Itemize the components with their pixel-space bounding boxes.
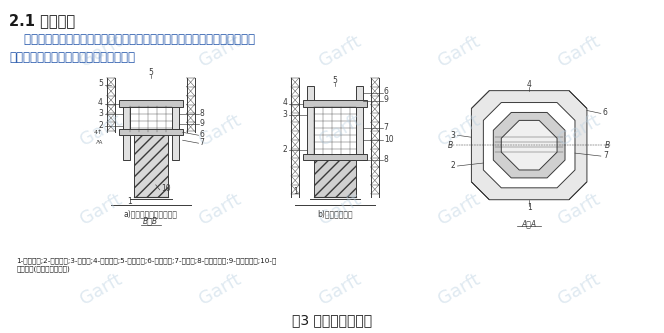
Text: Garft: Garft [197,111,244,150]
Text: Garft: Garft [436,111,483,150]
Text: Garft: Garft [316,111,364,150]
Text: 7: 7 [200,138,205,147]
Text: 9: 9 [200,119,205,128]
Text: Garft: Garft [555,32,603,70]
Text: 4: 4 [98,98,103,107]
Polygon shape [471,91,587,200]
Text: 1-已浇索塔;2-模板构架;3-外模板;4-上作平台;5-劲性骨架;6-内控平台;7-内模板;8-第三节模板;9-第二节模板;10-第: 1-已浇索塔;2-模板构架;3-外模板;4-上作平台;5-劲性骨架;6-内控平台… [17,257,277,264]
Polygon shape [501,121,557,170]
Text: b)翻板交替提升: b)翻板交替提升 [317,210,353,219]
Bar [119,100,183,108]
Text: 7: 7 [603,151,608,160]
Text: 模板制造简单，构件种类少，可根据施工起吊能力、索塔造型进行分块，施: 模板制造简单，构件种类少，可根据施工起吊能力、索塔造型进行分块，施 [9,33,256,46]
Polygon shape [569,182,587,200]
Bar [119,129,183,135]
Text: 4: 4 [527,80,532,89]
Text: Garft: Garft [316,270,364,308]
Text: 2: 2 [282,145,288,154]
Text: 7: 7 [384,123,388,132]
Bar [134,132,168,197]
Text: 8: 8 [200,109,205,118]
Bar [356,86,363,106]
Polygon shape [471,182,489,200]
Bar [123,106,130,160]
Text: Garft: Garft [77,111,125,150]
Text: 6: 6 [384,87,388,96]
Text: 8: 8 [384,155,388,164]
Polygon shape [569,91,587,109]
Text: Garft: Garft [555,270,603,308]
Text: Garft: Garft [77,32,125,70]
Text: Garft: Garft [436,190,483,229]
Text: 3: 3 [98,109,103,118]
Text: Garft: Garft [77,190,125,229]
Bar [134,132,168,197]
Bar [303,100,367,108]
Text: Garft: Garft [77,270,125,308]
Text: ↗A: ↗A [94,140,103,145]
Text: Garft: Garft [555,190,603,229]
Text: 1: 1 [527,203,532,212]
Text: 4: 4 [282,98,288,107]
Text: Garft: Garft [316,32,364,70]
Text: 2: 2 [451,161,456,169]
Text: Garft: Garft [197,270,244,308]
Text: 1: 1 [293,187,297,196]
Text: 一节模板(左侧模板未编号): 一节模板(左侧模板未编号) [17,265,70,272]
Text: 9: 9 [384,95,388,104]
Bar [356,108,363,157]
Text: 5: 5 [148,68,153,77]
Text: 图3 翻模提升示意图: 图3 翻模提升示意图 [292,313,372,327]
Text: 3: 3 [282,110,288,119]
Bar [172,106,179,160]
Bar [314,160,356,197]
Text: 2: 2 [98,121,103,130]
Text: 5: 5 [98,79,103,88]
Text: a)浇筑混凝土、安装模板: a)浇筑混凝土、安装模板 [124,210,178,219]
Text: 10: 10 [161,184,171,193]
Text: Garft: Garft [555,111,603,150]
Text: B－B: B－B [143,216,158,225]
Bar [307,86,314,106]
Text: Garft: Garft [197,32,244,70]
Polygon shape [483,103,575,188]
Bar [314,160,356,197]
Text: 3: 3 [451,131,456,140]
Text: A－A: A－A [522,219,537,228]
Text: 工缝易于处理，外观美观，施工速度快。: 工缝易于处理，外观美观，施工速度快。 [9,51,135,64]
Text: Garft: Garft [316,190,364,229]
Text: 10: 10 [384,135,393,144]
Text: Garft: Garft [197,190,244,229]
Polygon shape [471,91,489,109]
Text: 6: 6 [603,108,608,117]
Text: 6: 6 [200,130,205,139]
Text: B: B [448,141,454,150]
Text: Garft: Garft [436,270,483,308]
Bar [307,108,314,157]
Bar [303,154,367,160]
Text: 4↑: 4↑ [94,130,103,135]
Text: 5: 5 [333,76,337,85]
Text: 1: 1 [127,197,132,206]
Text: Garft: Garft [436,32,483,70]
Polygon shape [493,113,565,178]
Text: B: B [605,141,610,150]
Text: 2.1 翻模工艺: 2.1 翻模工艺 [9,13,76,28]
